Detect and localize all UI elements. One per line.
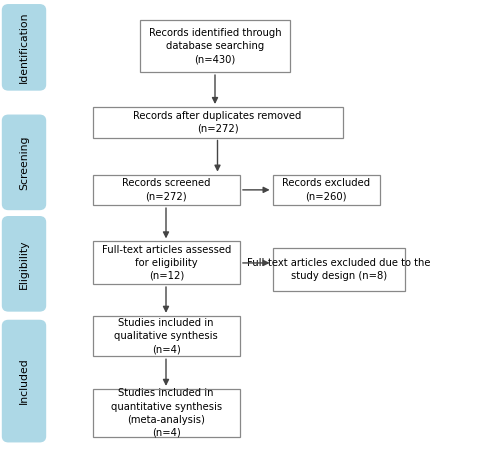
Text: Screening: Screening <box>19 135 29 189</box>
FancyBboxPatch shape <box>92 107 342 138</box>
FancyBboxPatch shape <box>2 115 46 209</box>
Text: Eligibility: Eligibility <box>19 239 29 289</box>
FancyBboxPatch shape <box>2 5 46 90</box>
FancyBboxPatch shape <box>92 316 240 356</box>
Text: Identification: Identification <box>19 12 29 83</box>
Text: Studies included in
quantitative synthesis
(meta-analysis)
(n=4): Studies included in quantitative synthes… <box>110 388 222 438</box>
Text: Studies included in
qualitative synthesis
(n=4): Studies included in qualitative synthesi… <box>114 318 218 354</box>
FancyBboxPatch shape <box>140 20 290 72</box>
FancyBboxPatch shape <box>2 217 46 311</box>
FancyBboxPatch shape <box>92 389 240 437</box>
FancyBboxPatch shape <box>2 320 46 442</box>
FancyBboxPatch shape <box>92 241 240 284</box>
Text: Included: Included <box>19 358 29 405</box>
Text: Full-text articles excluded due to the
study design (n=8): Full-text articles excluded due to the s… <box>247 258 430 281</box>
FancyBboxPatch shape <box>272 248 405 291</box>
Text: Full-text articles assessed
for eligibility
(n=12): Full-text articles assessed for eligibil… <box>102 244 231 281</box>
Text: Records after duplicates removed
(n=272): Records after duplicates removed (n=272) <box>134 110 302 134</box>
FancyBboxPatch shape <box>92 175 240 205</box>
FancyBboxPatch shape <box>272 175 380 205</box>
Text: Records excluded
(n=260): Records excluded (n=260) <box>282 178 370 202</box>
Text: Records identified through
database searching
(n=430): Records identified through database sear… <box>148 28 282 64</box>
Text: Records screened
(n=272): Records screened (n=272) <box>122 178 210 202</box>
